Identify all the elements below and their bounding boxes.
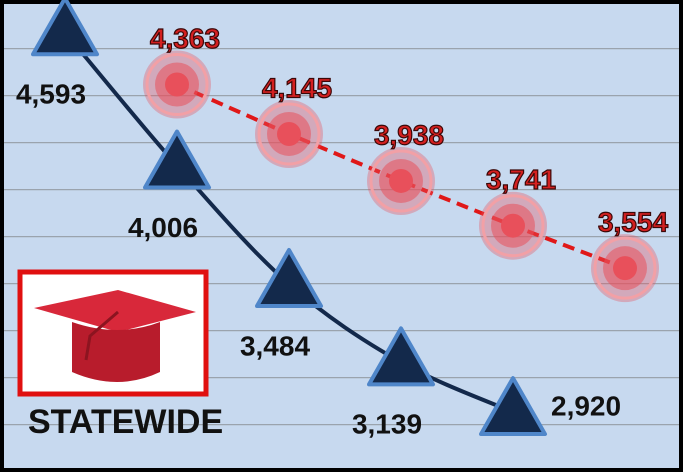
data-label: 3,554 bbox=[598, 207, 668, 238]
data-label: 4,593 bbox=[16, 79, 86, 110]
target-marker bbox=[367, 146, 435, 215]
triangle-marker bbox=[479, 376, 547, 437]
data-label: 3,938 bbox=[374, 119, 444, 150]
target-marker bbox=[255, 99, 323, 168]
marks: 4,593 4,006 3,484 3,139 2,920 4,363 4,145 3,938… bbox=[16, 0, 669, 440]
target-marker bbox=[591, 234, 659, 303]
data-label: 2,920 bbox=[551, 390, 621, 421]
target-marker bbox=[143, 50, 211, 119]
triangle-marker bbox=[143, 129, 211, 190]
data-label: 3,139 bbox=[352, 409, 422, 440]
data-label: 3,484 bbox=[240, 330, 310, 361]
data-label: 4,145 bbox=[262, 72, 332, 103]
hat-picture bbox=[17, 269, 209, 397]
annotation: STATEWIDE bbox=[28, 403, 223, 441]
data-label: 4,006 bbox=[128, 212, 198, 243]
target-marker bbox=[479, 191, 547, 260]
data-label: 4,363 bbox=[150, 23, 220, 54]
triangle-marker bbox=[31, 0, 99, 57]
triangle-marker bbox=[367, 326, 435, 387]
triangle-marker bbox=[255, 248, 323, 309]
data-label: 3,741 bbox=[486, 164, 556, 195]
series-line bbox=[176, 82, 626, 271]
